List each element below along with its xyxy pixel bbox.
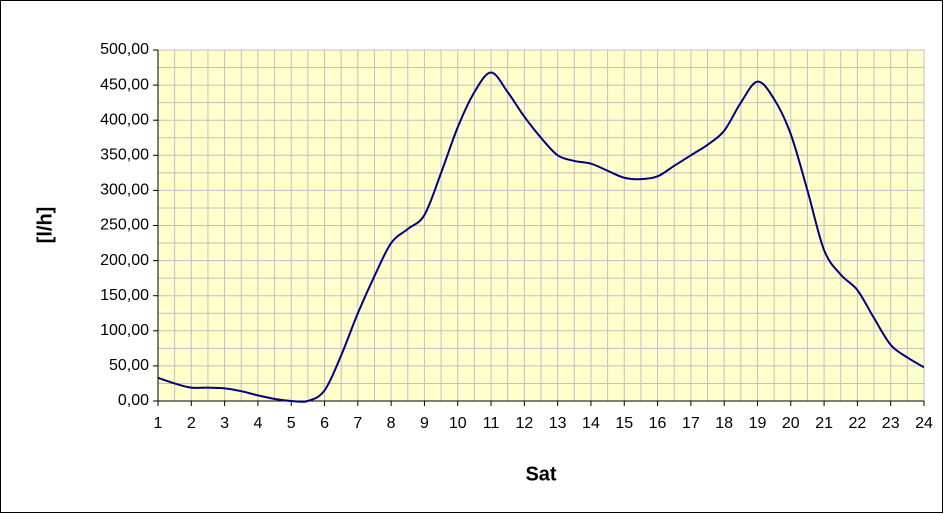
- y-tick-label: 50,00: [109, 357, 149, 374]
- x-tick-label: 10: [449, 415, 467, 432]
- x-tick-label: 12: [515, 415, 533, 432]
- y-tick-label: 500,00: [100, 41, 149, 58]
- x-tick-label: 16: [649, 415, 667, 432]
- x-tick-label: 14: [582, 415, 600, 432]
- x-tick-label: 2: [187, 415, 196, 432]
- x-tick-label: 7: [353, 415, 362, 432]
- y-tick-label: 300,00: [100, 182, 149, 199]
- x-tick-label: 23: [882, 415, 900, 432]
- y-tick-label: 100,00: [100, 322, 149, 339]
- y-tick-label: 400,00: [100, 111, 149, 128]
- x-tick-label: 21: [815, 415, 833, 432]
- line-series: [157, 71, 925, 403]
- y-tick-label: 0,00: [118, 392, 149, 409]
- x-tick-label: 5: [287, 415, 296, 432]
- x-tick-label: 11: [483, 415, 500, 432]
- x-axis-title: Sat: [525, 463, 556, 485]
- y-axis-title: [l/h]: [34, 207, 56, 244]
- y-tick-label: 200,00: [100, 252, 149, 269]
- x-tick-label: 3: [220, 415, 229, 432]
- x-tick-label: 13: [549, 415, 567, 432]
- x-tick-label: 24: [915, 415, 933, 432]
- x-tick-label: 8: [387, 415, 396, 432]
- y-tick-label: 450,00: [100, 76, 149, 93]
- x-tick-label: 19: [749, 415, 767, 432]
- y-tick-label: 350,00: [100, 147, 149, 164]
- x-tick-label: 22: [848, 415, 866, 432]
- x-tick-label: 17: [682, 415, 700, 432]
- y-tick-label: 150,00: [100, 287, 149, 304]
- x-tick-label: 9: [420, 415, 429, 432]
- x-tick-label: 15: [615, 415, 633, 432]
- x-tick-label: 6: [320, 415, 329, 432]
- x-tick-label: 20: [782, 415, 800, 432]
- x-tick-label: 18: [715, 415, 733, 432]
- x-tick-label: 1: [154, 415, 163, 432]
- y-tick-label: 250,00: [100, 217, 149, 234]
- x-tick-label: 4: [253, 415, 262, 432]
